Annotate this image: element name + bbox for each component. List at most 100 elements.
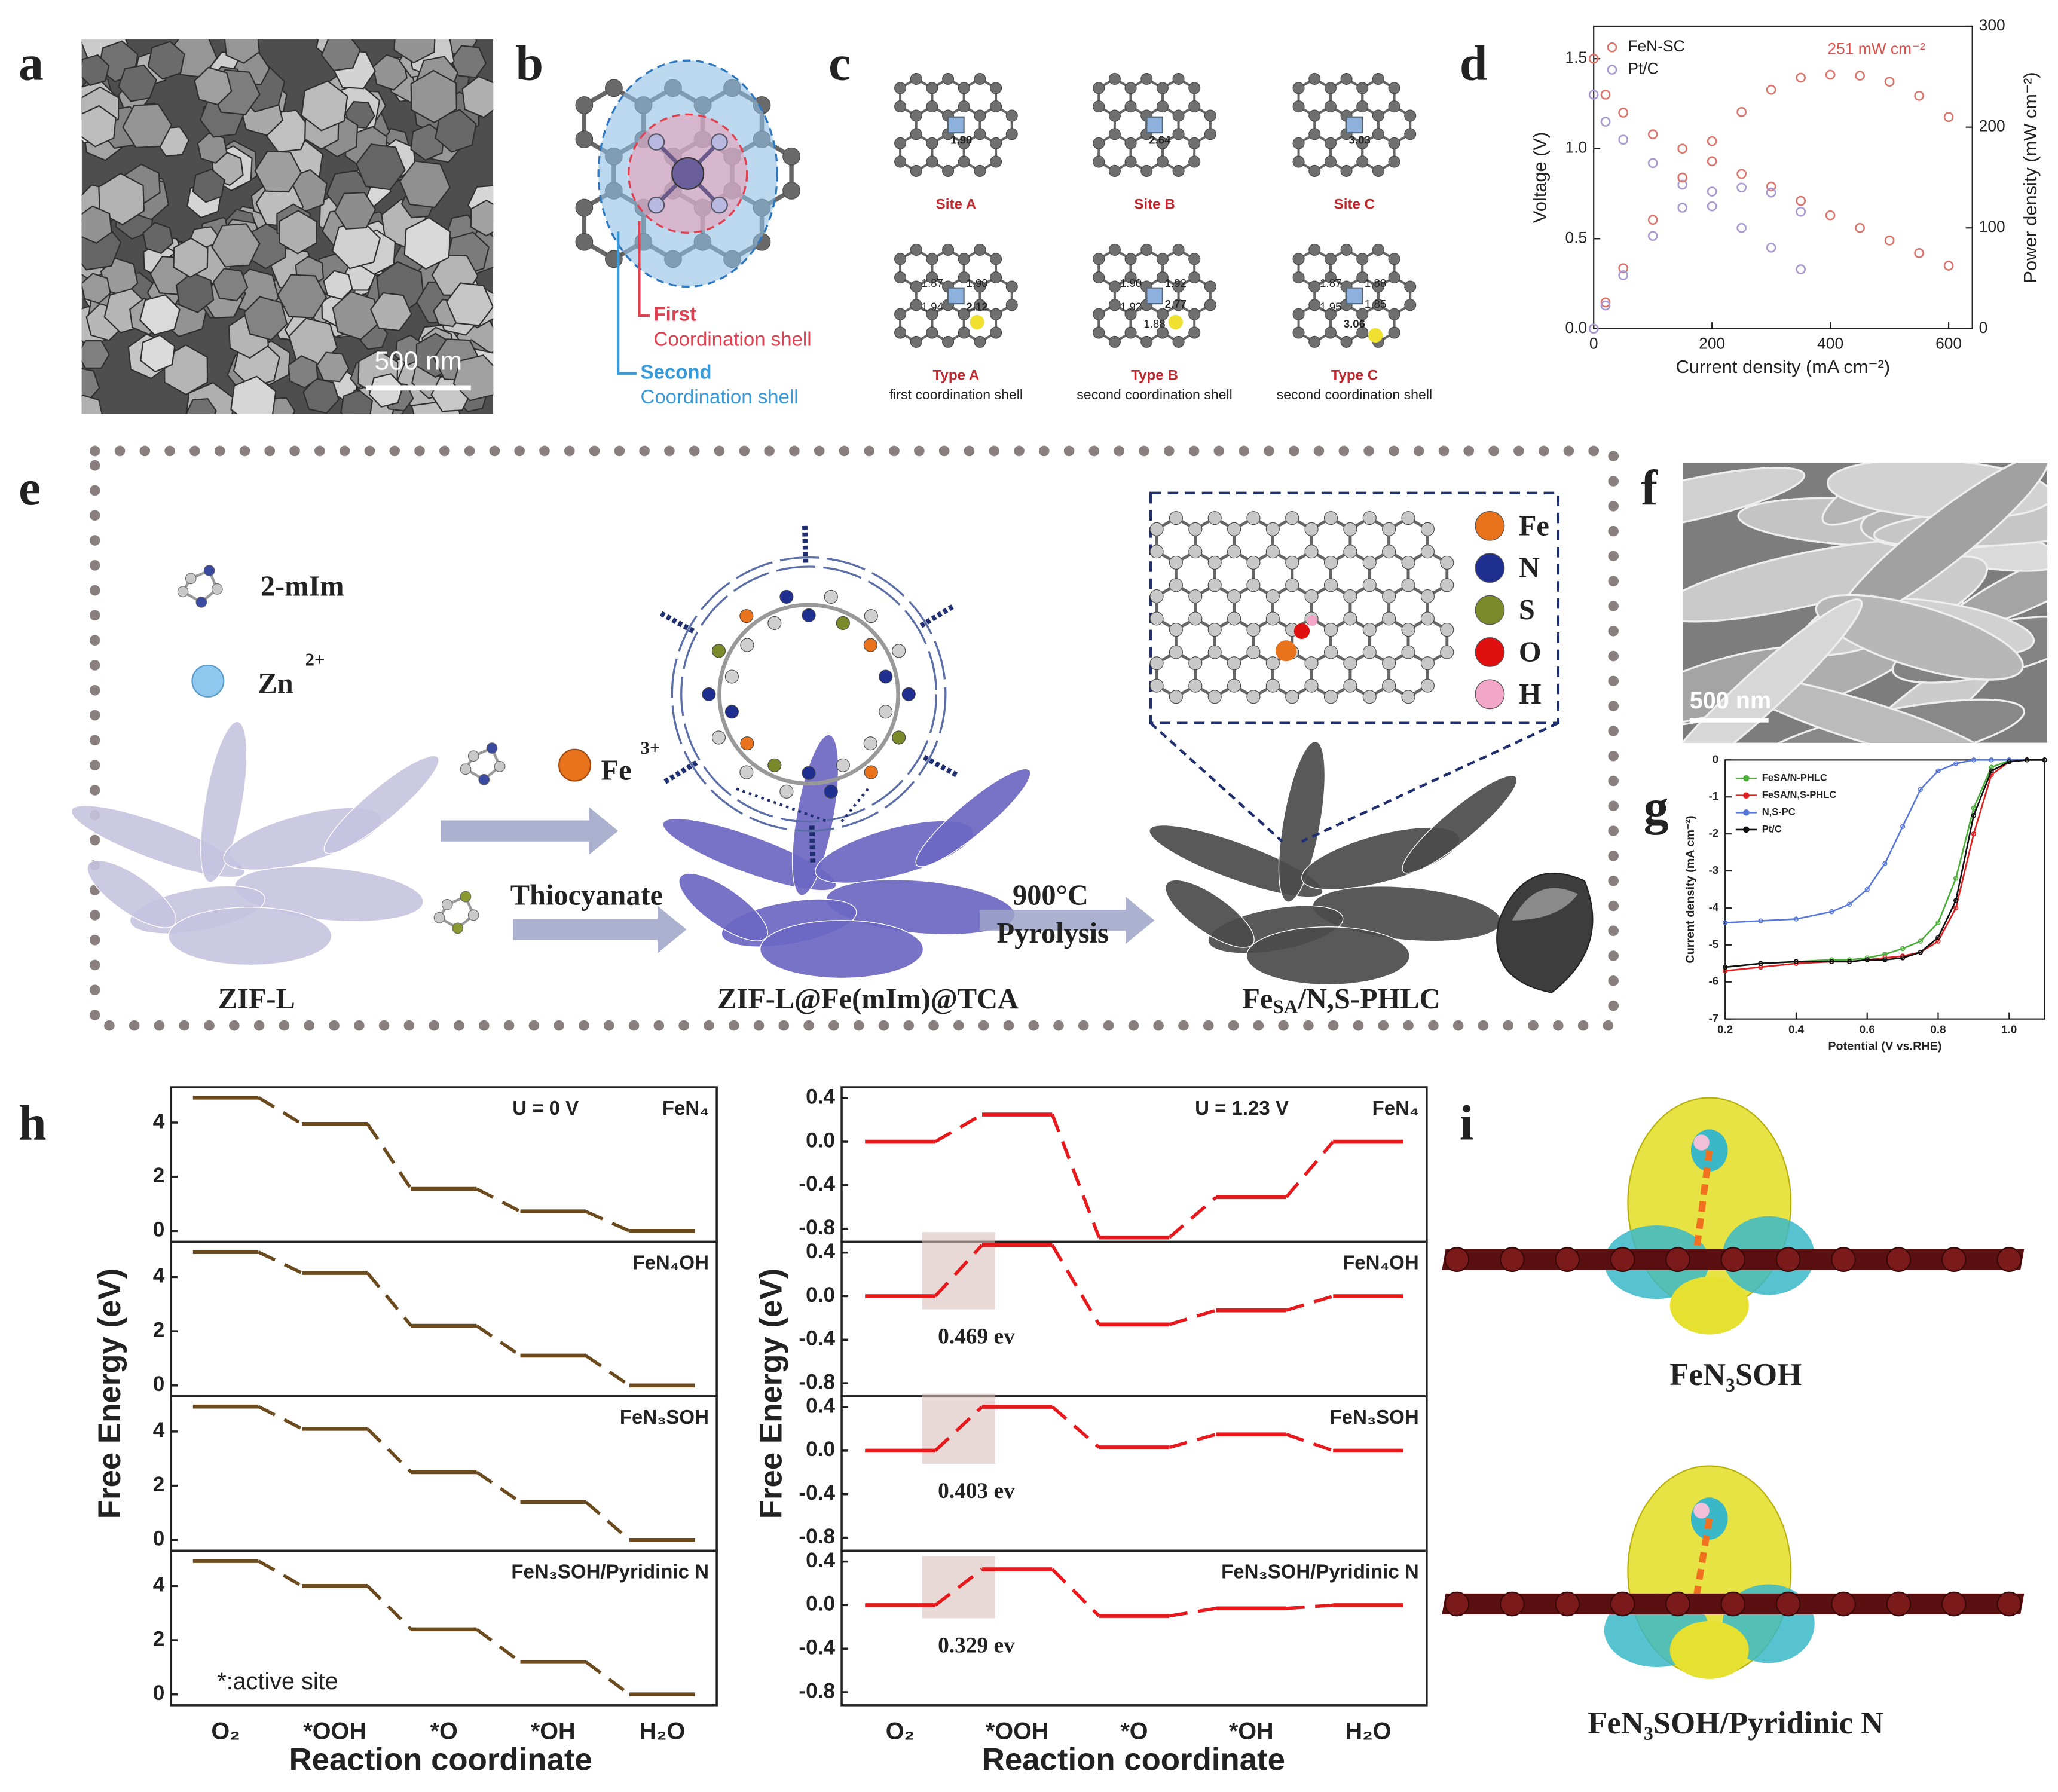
- x-tick-label: 0.6: [1860, 1023, 1875, 1035]
- atom: [1356, 253, 1369, 265]
- x-tick-label: 0.4: [1788, 1023, 1805, 1035]
- atom: [1108, 335, 1121, 348]
- legend-label: N,S-PC: [1762, 807, 1796, 818]
- atom: [1372, 243, 1384, 256]
- y-tick-label: 0.0: [806, 1129, 835, 1152]
- atom: [892, 644, 906, 658]
- series-label: FeN₄OH: [1343, 1252, 1419, 1274]
- atom: [990, 82, 1002, 94]
- fe-site: [1346, 116, 1363, 134]
- atom: [1324, 155, 1337, 168]
- data-marker: [1918, 787, 1923, 793]
- y-tick-label: 4: [153, 1573, 165, 1597]
- series-label: FeN₄: [662, 1097, 709, 1119]
- y-tick-label: -6: [1709, 975, 1719, 987]
- atom: [1356, 100, 1369, 113]
- atom: [1246, 555, 1261, 570]
- connector: [475, 1470, 522, 1504]
- scheme-label: 3+: [641, 738, 660, 758]
- atom: [1388, 100, 1400, 113]
- y-tick-label: -2: [1709, 827, 1719, 839]
- atom: [1308, 299, 1321, 311]
- atom: [1324, 308, 1337, 320]
- y-tick-label: 0: [1713, 753, 1718, 765]
- zoom-line: [736, 787, 829, 823]
- atom: [1343, 522, 1357, 536]
- series-label: FeN₄: [1372, 1097, 1419, 1119]
- atom: [894, 82, 907, 94]
- atom: [1292, 253, 1305, 265]
- ring-bonds: [717, 603, 900, 786]
- bond: [1693, 1518, 1713, 1598]
- data-marker: [1758, 918, 1763, 923]
- legend-label: Pt/C: [1628, 60, 1658, 78]
- panel-label: h: [19, 1096, 46, 1151]
- atom: [1324, 326, 1337, 339]
- atom: [1340, 72, 1353, 85]
- bond-length: 1.90: [950, 133, 972, 146]
- y-tick-label: 0.0: [806, 1438, 835, 1461]
- bond-length: 1.87: [1320, 277, 1341, 289]
- data-marker: [1864, 957, 1870, 962]
- atom: [926, 253, 938, 265]
- element-swatch: [1475, 595, 1505, 625]
- data-point: [1600, 300, 1611, 311]
- scheme-label: 2+: [305, 649, 325, 669]
- connector: [1050, 1114, 1101, 1239]
- particle: [147, 41, 185, 80]
- x-tick-label: *OOH: [303, 1718, 366, 1744]
- data-marker: [1935, 920, 1941, 925]
- atom: [1265, 589, 1280, 604]
- atom: [1372, 164, 1384, 177]
- h-atom: [1693, 1134, 1710, 1151]
- y-tick-label: 4: [153, 1109, 165, 1133]
- data-point: [1825, 69, 1836, 80]
- fe-site: [1346, 287, 1363, 305]
- data-point: [1618, 108, 1629, 118]
- atom: [1140, 243, 1153, 256]
- connector: [257, 1096, 303, 1126]
- particle: [81, 205, 112, 244]
- s-atom: [1168, 314, 1183, 329]
- x-tick-label: 1.0: [2001, 1023, 2017, 1035]
- atom: [1227, 589, 1241, 604]
- atom: [894, 271, 907, 284]
- zoom-line: [1149, 722, 1283, 843]
- atom: [1292, 100, 1305, 113]
- zinc-ion: [191, 664, 225, 698]
- atom: [1172, 109, 1185, 122]
- sem-image: [81, 39, 494, 414]
- atom: [958, 326, 970, 339]
- atom: [1444, 1247, 1470, 1273]
- y2-tick-label: 100: [1979, 218, 2005, 236]
- data-point: [1943, 112, 1954, 123]
- atom: [575, 233, 594, 251]
- atom: [1404, 128, 1417, 140]
- particle: [81, 340, 110, 369]
- connector: [1169, 1308, 1217, 1326]
- panel-label: b: [516, 36, 543, 91]
- atom: [1356, 308, 1369, 320]
- atom: [863, 736, 877, 751]
- particle: [212, 267, 249, 302]
- atom: [1323, 578, 1338, 592]
- atom: [185, 573, 197, 585]
- atom: [1169, 623, 1183, 637]
- atom: [926, 100, 938, 113]
- scheme-border: [89, 445, 1619, 1031]
- data-marker: [1864, 886, 1870, 892]
- atom: [1207, 645, 1222, 659]
- barrier-label: 0.329 ev: [938, 1633, 1015, 1658]
- x-tick-label: H₂O: [1346, 1718, 1392, 1744]
- atom: [1362, 511, 1377, 525]
- atom: [974, 299, 986, 311]
- atom: [1005, 109, 1018, 122]
- data-marker: [1722, 920, 1728, 925]
- atom: [1172, 164, 1185, 177]
- atom: [1372, 299, 1384, 311]
- scheme-label: FeSA/N,S-PHLC: [1242, 983, 1440, 1017]
- data-point: [1618, 263, 1629, 274]
- data-marker: [1971, 805, 1977, 811]
- particle: [197, 132, 228, 164]
